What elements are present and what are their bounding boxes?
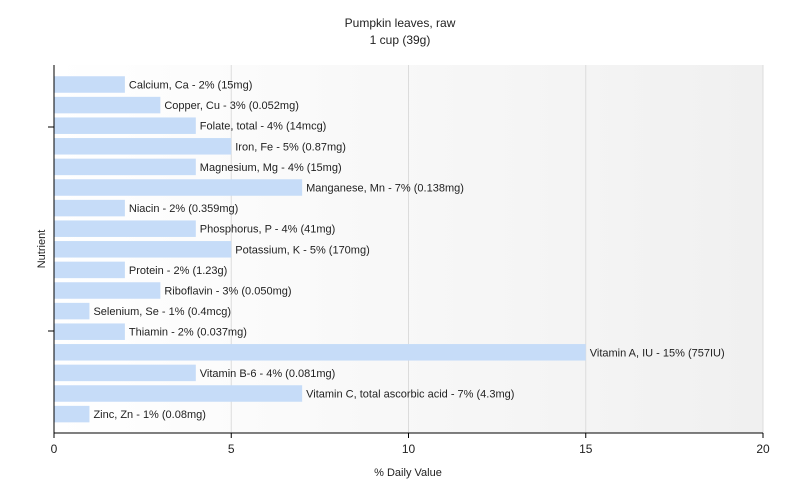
bar-label: Manganese, Mn - 7% (0.138mg) — [306, 183, 464, 195]
x-tick-label: 15 — [579, 442, 593, 456]
bar-label: Potassium, K - 5% (170mg) — [235, 244, 370, 256]
bar — [54, 158, 196, 176]
bar — [54, 282, 161, 299]
bar-label: Vitamin A, IU - 15% (757IU) — [590, 347, 725, 359]
chart-subtitle: 1 cup (39g) — [370, 33, 431, 47]
bar — [54, 385, 303, 402]
x-tick-label: 10 — [402, 442, 416, 456]
bar — [54, 241, 232, 258]
bar — [54, 261, 125, 279]
bar — [54, 220, 196, 237]
bar — [54, 96, 161, 114]
bar — [54, 138, 232, 155]
x-tick-label: 20 — [756, 442, 770, 456]
bar-label: Magnesium, Mg - 4% (15mg) — [200, 162, 342, 174]
bar-label: Vitamin B-6 - 4% (0.081mg) — [200, 368, 336, 380]
bars-group: Calcium, Ca - 2% (15mg) Copper, Cu - 3% (… — [54, 76, 725, 423]
axes-group: 0 5 10 15 20 — [48, 65, 770, 456]
bar-label: Copper, Cu - 3% (0.052mg) — [164, 100, 299, 112]
bar-label: Folate, total - 4% (14mcg) — [200, 121, 327, 133]
bar — [54, 344, 586, 361]
bar-label: Riboflavin - 3% (0.050mg) — [164, 286, 291, 298]
chart-title: Pumpkin leaves, raw — [345, 16, 456, 30]
x-tick-label: 5 — [228, 442, 235, 456]
bar — [54, 199, 125, 217]
grid-lines — [230, 65, 764, 433]
bar-label: Vitamin C, total ascorbic acid - 7% (4.3… — [306, 389, 514, 401]
bar — [54, 179, 303, 196]
bar-label: Phosphorus, P - 4% (41mg) — [200, 224, 336, 236]
bar-label: Zinc, Zn - 1% (0.08mg) — [93, 409, 205, 421]
bar-label: Niacin - 2% (0.359mg) — [129, 203, 238, 215]
bar-label: Calcium, Ca - 2% (15mg) — [129, 80, 252, 92]
bar-label: Thiamin - 2% (0.037mg) — [129, 327, 247, 339]
bar-label: Iron, Fe - 5% (0.87mg) — [235, 141, 346, 153]
bar — [54, 302, 90, 320]
x-axis-title: % Daily Value — [374, 467, 442, 479]
bar — [54, 76, 125, 93]
bar-label: Protein - 2% (1.23g) — [129, 265, 227, 277]
bar — [54, 117, 196, 134]
bar — [54, 323, 125, 340]
bar-label: Selenium, Se - 1% (0.4mcg) — [93, 306, 231, 318]
bar — [54, 405, 90, 423]
y-axis-title: Nutrient — [36, 230, 48, 269]
bar — [54, 364, 196, 382]
x-tick-label: 0 — [51, 442, 58, 456]
